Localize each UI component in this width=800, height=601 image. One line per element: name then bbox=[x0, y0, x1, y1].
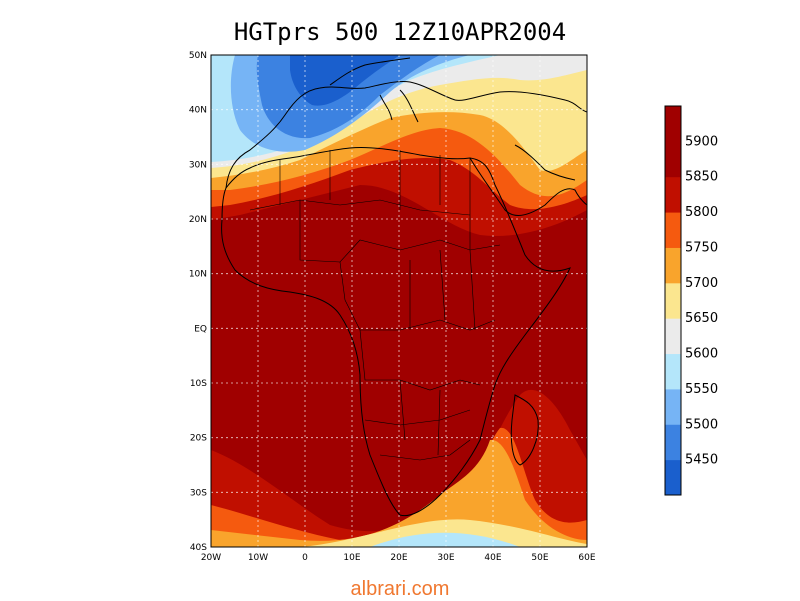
longitude-label: 0 bbox=[302, 553, 308, 563]
legend-swatch bbox=[665, 424, 681, 461]
latitude-label: 50N bbox=[189, 51, 207, 61]
legend-swatch bbox=[665, 282, 681, 319]
contour-5650-south bbox=[370, 532, 520, 547]
legend-label: 5750 bbox=[685, 240, 718, 255]
legend-swatch bbox=[665, 141, 681, 178]
gridlines bbox=[211, 55, 587, 547]
legend-label: 5600 bbox=[685, 347, 718, 362]
legend-label: 5650 bbox=[685, 311, 718, 326]
legend-label: 5800 bbox=[685, 205, 718, 220]
coastlines bbox=[221, 57, 587, 517]
map-frame bbox=[210, 54, 588, 548]
longitude-label: 10E bbox=[343, 553, 360, 563]
longitude-label: 30E bbox=[437, 553, 454, 563]
latitude-labels: 50N 40N 30N 20N 10N EQ 10S 20S 30S 40S bbox=[189, 51, 207, 553]
longitude-label: 20E bbox=[390, 553, 407, 563]
longitude-labels: 20W 10W 0 10E 20E 30E 40E 50E 60E bbox=[201, 553, 596, 563]
legend-swatch bbox=[665, 212, 681, 248]
latitude-label: 30N bbox=[189, 160, 207, 170]
legend-label: 5900 bbox=[685, 134, 718, 149]
legend-swatch bbox=[665, 318, 681, 355]
latitude-label: 40N bbox=[189, 106, 207, 116]
longitude-label: 20W bbox=[201, 553, 221, 563]
legend-swatch bbox=[665, 247, 681, 284]
latitude-label: 10N bbox=[189, 270, 207, 280]
longitude-label: 40E bbox=[484, 553, 501, 563]
latitude-label: 20N bbox=[189, 215, 207, 225]
longitude-label: 60E bbox=[578, 553, 595, 563]
legend-swatch bbox=[665, 459, 681, 496]
legend-label: 5700 bbox=[685, 276, 718, 291]
legend-label: 5850 bbox=[685, 170, 718, 185]
legend-swatch bbox=[665, 353, 681, 390]
longitude-label: 50E bbox=[531, 553, 548, 563]
legend-label: 5550 bbox=[685, 382, 718, 397]
legend-swatch bbox=[665, 388, 681, 425]
map-title: HGTprs 500 12Z10APR2004 bbox=[233, 18, 567, 46]
legend-label: 5450 bbox=[685, 453, 718, 468]
latitude-label: 20S bbox=[190, 434, 207, 444]
longitude-label: 10W bbox=[248, 553, 268, 563]
legend-swatch bbox=[665, 176, 681, 213]
latitude-label: 40S bbox=[190, 543, 207, 553]
latitude-label: 30S bbox=[190, 488, 207, 498]
latitude-label: 10S bbox=[190, 379, 207, 389]
latitude-label: EQ bbox=[194, 324, 207, 334]
legend-label: 5500 bbox=[685, 417, 718, 432]
watermark-text: albrari.com bbox=[350, 578, 450, 600]
legend-swatch bbox=[665, 106, 681, 142]
country-borders bbox=[249, 150, 501, 461]
color-legend-frame bbox=[664, 105, 682, 496]
contour-5450-north bbox=[290, 55, 400, 106]
